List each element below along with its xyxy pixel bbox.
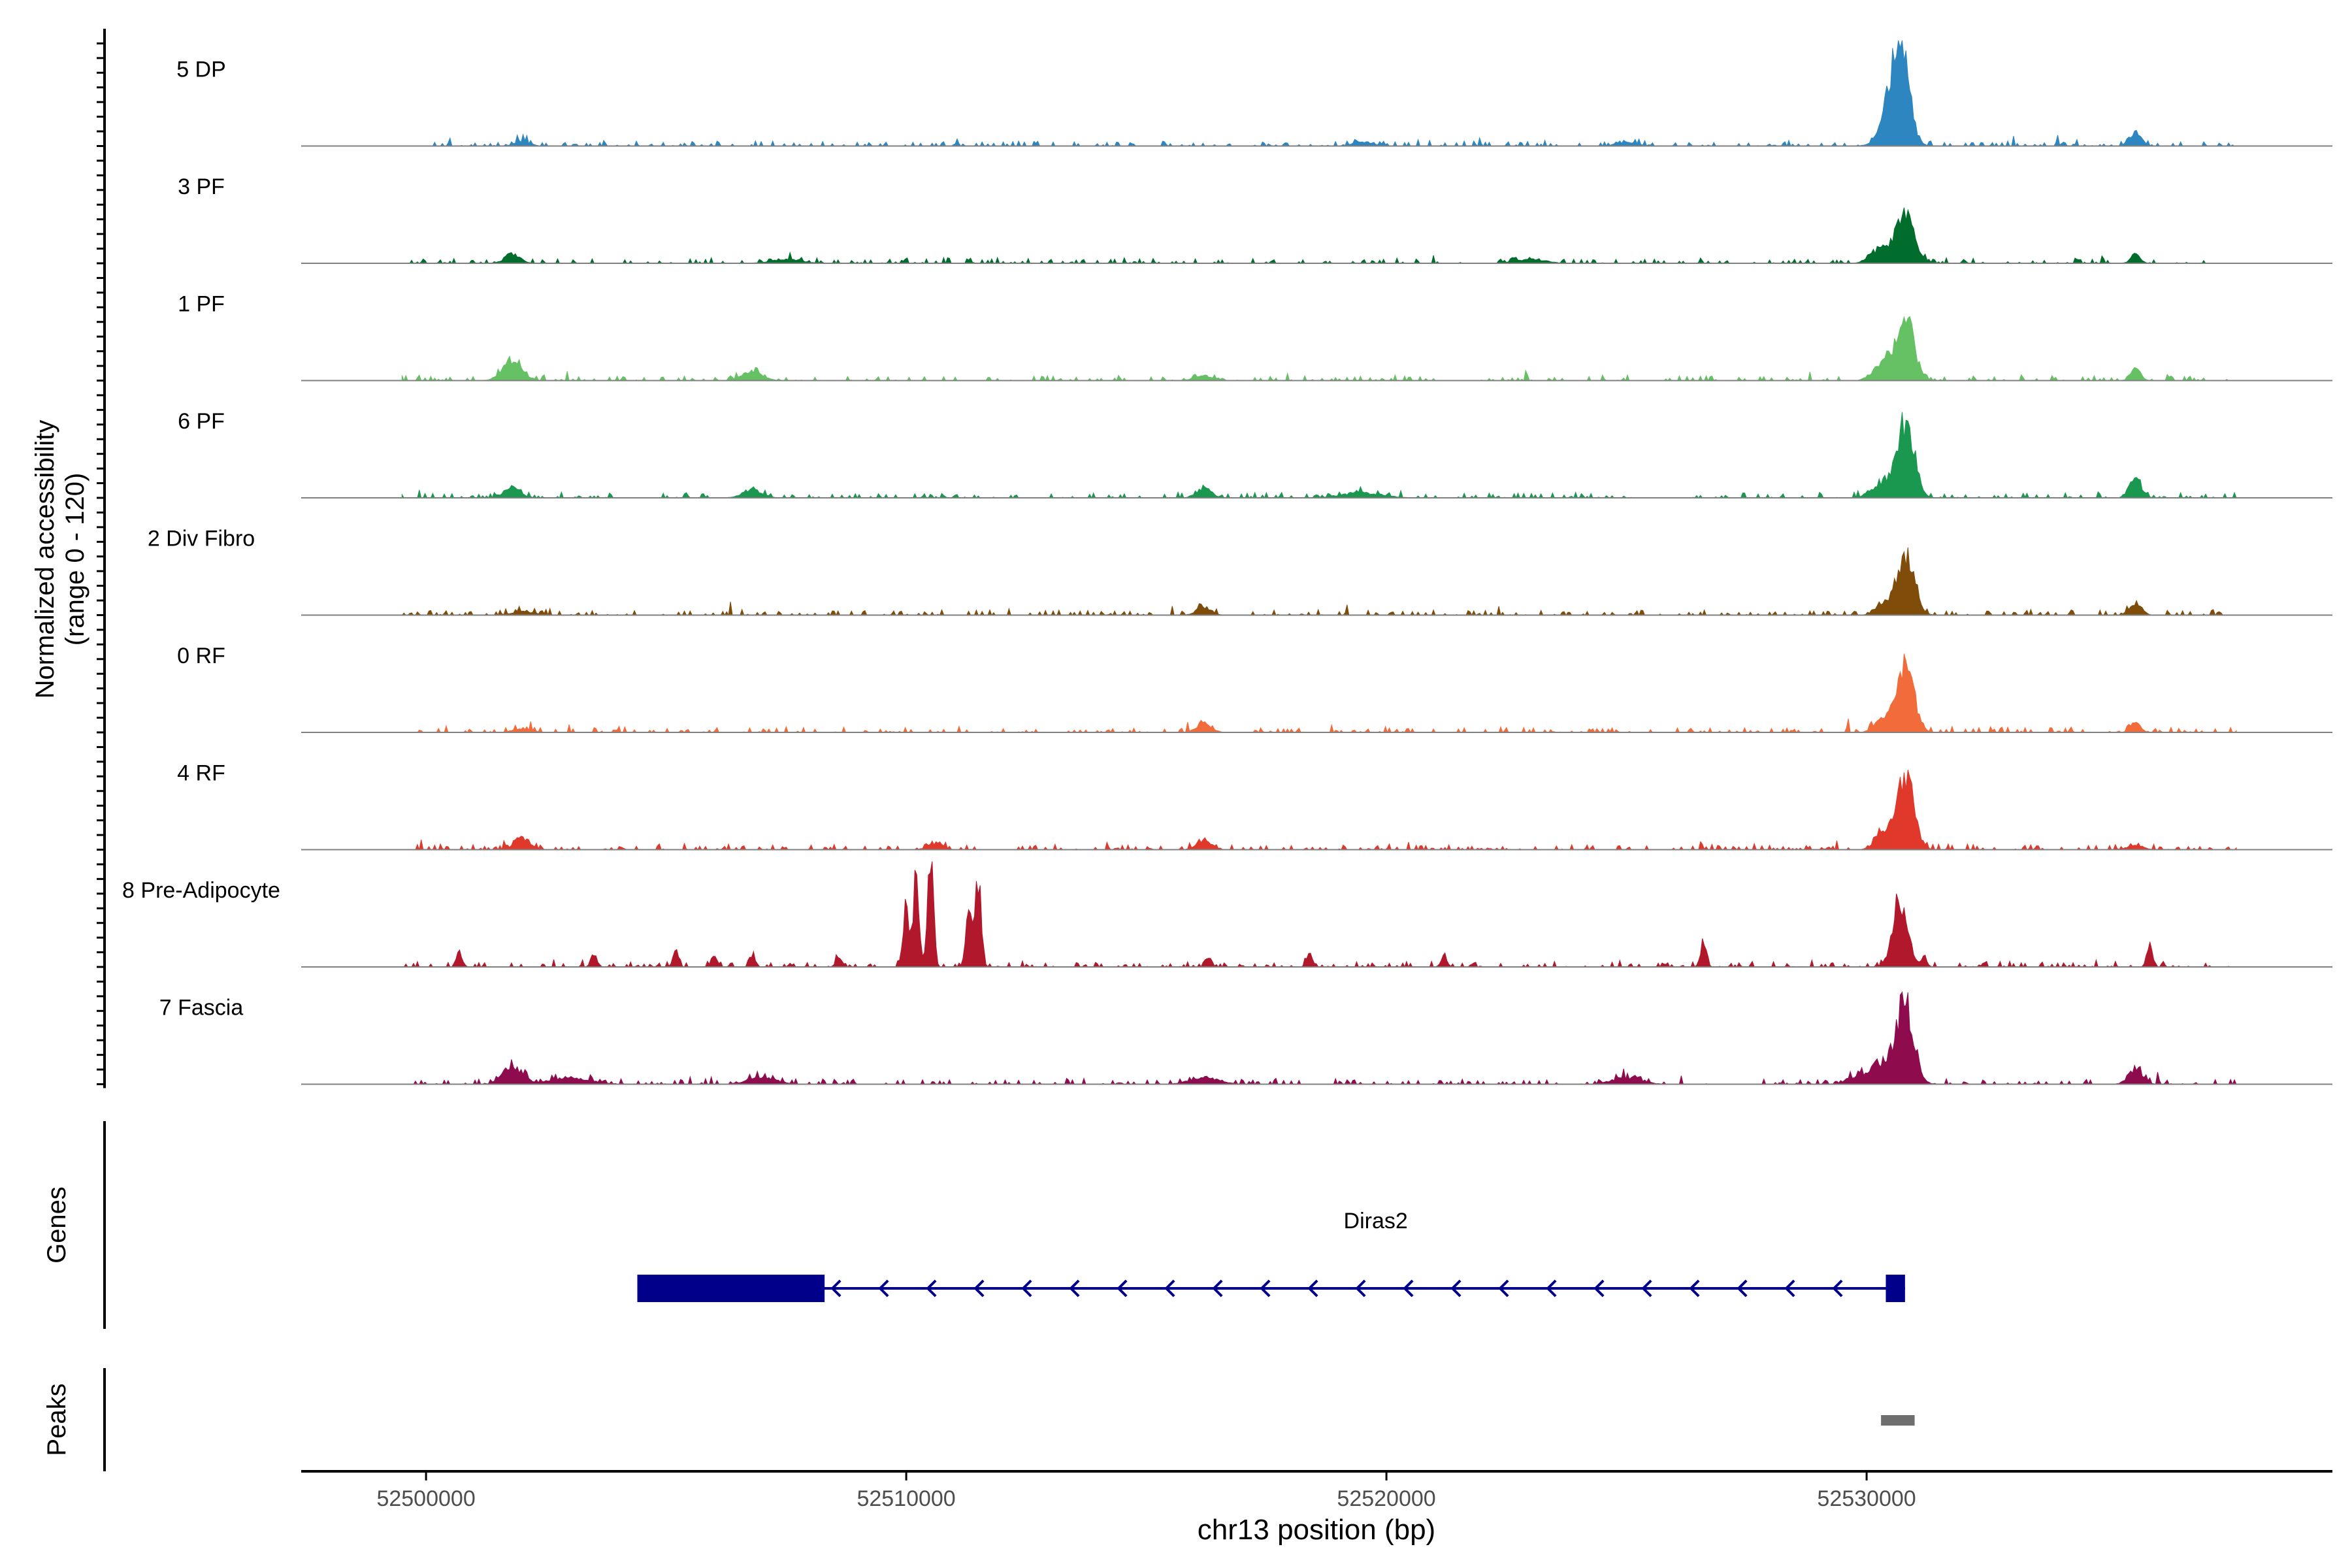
gene-exon [1886,1275,1905,1302]
strand-arrow [1498,1279,1509,1298]
track-6-pf: 6 PF [178,409,2332,499]
strand-arrow [973,1279,985,1298]
y-axis-label-line2: (range 0 - 120) [61,473,90,646]
strand-arrow [1450,1279,1462,1298]
coverage-area [401,316,2236,382]
track-label: 7 Fascia [159,996,244,1021]
strand-arrow [878,1279,889,1298]
strand-arrow [1832,1279,1843,1298]
strand-arrow [1117,1279,1128,1298]
genes-track-label: Genes [42,1186,71,1264]
strand-arrow [1021,1279,1032,1298]
coverage-area [402,770,2237,851]
coverage-area [402,653,2237,734]
gene-name: Diras2 [1344,1209,1408,1233]
track-5-dp: 5 DP [176,40,2332,147]
called-peak [1881,1415,1915,1426]
track-4-rf: 4 RF [177,761,2332,851]
track-7-fascia: 7 Fascia [159,991,2332,1085]
track-1-pf: 1 PF [178,292,2332,382]
track-8-pre-adipocyte: 8 Pre-Adipocyte [122,861,2332,968]
x-axis-ticks: 52500000 52510000 52520000 52530000 [376,1471,1916,1511]
track-label: 8 Pre-Adipocyte [122,878,280,903]
strand-arrow [1593,1279,1605,1298]
track-label: 5 DP [176,57,226,82]
strand-arrow [1546,1279,1557,1298]
strand-arrow [1260,1279,1271,1298]
strand-arrow [830,1279,841,1298]
track-3-pf: 3 PF [178,174,2332,265]
strand-arrow [1212,1279,1223,1298]
coverage-y-axis [97,29,106,1088]
x-axis-title: chr13 position (bp) [1198,1514,1435,1546]
x-tick-label: 52500000 [376,1486,475,1511]
peaks-track-label: Peaks [42,1383,71,1456]
strand-arrow [1069,1279,1080,1298]
strand-arrow [1689,1279,1700,1298]
coverage-area [402,861,2237,968]
track-label: 6 PF [178,409,225,434]
x-tick-label: 52510000 [857,1486,955,1511]
coverage-area [402,40,2236,147]
peak-track [1881,1415,1915,1426]
y-axis-label-line1: Normalized accessibility [31,420,59,699]
strand-arrow [1737,1279,1748,1298]
strand-arrow [1307,1279,1318,1298]
track-label: 1 PF [178,292,225,317]
strand-arrow [1164,1279,1175,1298]
coverage-tracks: 5 DP 3 PF 1 PF 6 PF 2 Div Fibro 0 RF 4 RF 8 Pre… [122,40,2332,1085]
track-label: 0 RF [177,644,225,668]
strand-arrow [926,1279,937,1298]
track-label: 3 PF [178,174,225,199]
track-label: 2 Div Fibro [148,527,255,551]
x-tick-label: 52520000 [1337,1486,1435,1511]
x-tick-label: 52530000 [1817,1486,1916,1511]
strand-arrow [1355,1279,1366,1298]
gene-exon [637,1275,825,1302]
strand-arrow [1784,1279,1795,1298]
track-label: 4 RF [177,761,225,786]
coverage-area [402,207,2237,265]
coverage-area [402,991,2237,1085]
track-2-div-fibro: 2 Div Fibro [148,527,2332,617]
coverage-area [401,412,2237,499]
track-0-rf: 0 RF [177,644,2332,734]
coverage-area [401,547,2236,617]
strand-arrow [1641,1279,1652,1298]
strand-arrow [1403,1279,1414,1298]
gene-track: Diras2 [637,1209,1905,1302]
